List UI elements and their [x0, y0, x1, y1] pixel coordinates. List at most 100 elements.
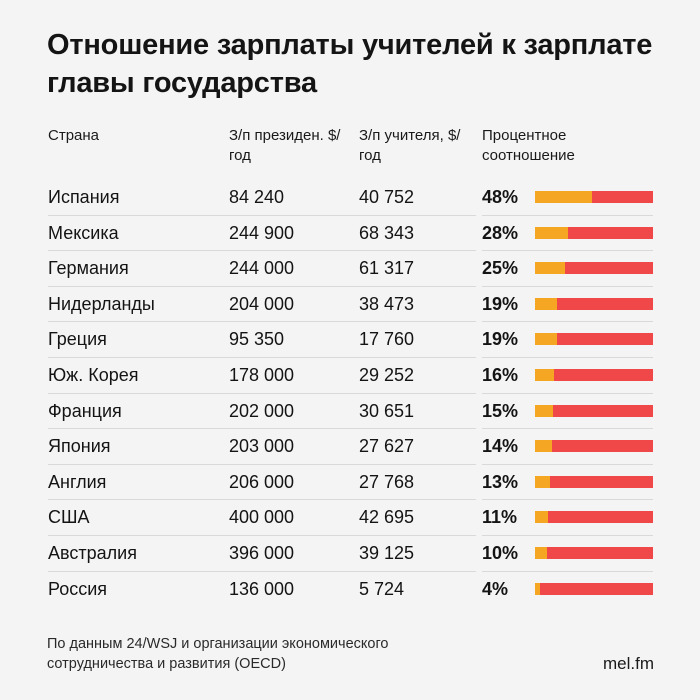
country-cell: Россия — [48, 578, 108, 599]
teacher-salary-cell: 38 473 — [359, 293, 415, 314]
table-row: Германия 244 000 61 317 25% — [0, 251, 700, 287]
country-cell: Нидерланды — [48, 293, 155, 314]
ratio-percent-cell: 11% — [482, 507, 518, 528]
row-separator — [48, 392, 476, 394]
country-cell: Греция — [48, 329, 107, 350]
table-row: Юж. Корея 178 000 29 252 16% — [0, 358, 700, 394]
ratio-bar — [535, 440, 653, 453]
teacher-salary-cell: 42 695 — [359, 507, 415, 528]
ratio-percent-cell: 10% — [482, 543, 519, 563]
ratio-bar — [535, 475, 653, 488]
president-salary-cell: 204 000 — [229, 293, 295, 314]
ratio-bar-fill — [535, 475, 551, 488]
ratio-percent-cell: 25% — [482, 258, 519, 279]
ratio-bar-fill — [535, 404, 553, 417]
row-separator — [48, 357, 476, 358]
ratio-percent-cell: 16% — [482, 365, 519, 385]
ratio-bar-fill — [535, 440, 552, 453]
president-salary-cell: 178 000 — [229, 365, 295, 385]
row-separator — [48, 570, 476, 572]
ratio-bar-fill — [535, 511, 548, 524]
president-salary-cell: 203 000 — [229, 436, 295, 457]
row-separator — [482, 285, 653, 287]
ratio-bar — [535, 582, 653, 595]
ratio-percent-cell: 48% — [482, 187, 519, 207]
ratio-bar-fill — [535, 547, 547, 559]
country-cell: Австралия — [48, 543, 137, 563]
table-row: Нидерланды 204 000 38 473 19% — [0, 287, 700, 323]
row-separator — [482, 321, 653, 323]
ratio-percent-cell: 4% — [482, 578, 509, 599]
ratio-bar — [535, 547, 653, 559]
row-separator — [482, 357, 653, 358]
country-cell: Франция — [48, 400, 122, 421]
chart-title: Отношение зарплаты учителей к зарплате г… — [47, 29, 653, 99]
ratio-bar — [535, 404, 653, 417]
row-separator — [482, 499, 653, 501]
ratio-bar — [535, 333, 653, 346]
row-separator — [48, 250, 476, 252]
row-separator — [482, 428, 653, 430]
row-separator — [482, 392, 653, 394]
row-separator — [48, 214, 476, 216]
row-separator — [48, 499, 476, 501]
president-salary-cell: 244 000 — [229, 258, 295, 279]
president-salary-cell: 95 350 — [229, 329, 285, 350]
ratio-bar — [535, 297, 653, 310]
teacher-salary-cell: 29 252 — [359, 365, 415, 385]
table-row: Россия 136 000 5 724 4% — [0, 572, 700, 608]
row-separator — [48, 535, 476, 536]
teacher-salary-cell: 17 760 — [359, 329, 415, 350]
row-separator — [48, 321, 476, 323]
ratio-bar-fill — [535, 191, 592, 203]
brand-logo: mel.fm — [603, 654, 654, 673]
teacher-salary-cell: 61 317 — [359, 258, 415, 279]
table-row: Испания 84 240 40 752 48% — [0, 180, 700, 216]
president-salary-cell: 84 240 — [229, 187, 285, 207]
row-separator — [48, 428, 476, 430]
ratio-percent-cell: 28% — [482, 222, 519, 243]
ratio-percent-cell: 19% — [482, 293, 519, 314]
header-country: Страна — [48, 127, 100, 144]
country-cell: Юж. Корея — [48, 365, 139, 385]
table-row: Англия 206 000 27 768 13% — [0, 465, 700, 501]
president-salary-cell: 136 000 — [229, 578, 295, 599]
ratio-bar-fill — [535, 262, 565, 275]
header-ratio: Процентное соотношение — [482, 127, 575, 164]
teacher-salary-cell: 40 752 — [359, 187, 415, 207]
table-row: Франция 202 000 30 651 15% — [0, 394, 700, 430]
header-teacher-salary: З/п учителя, $/год — [359, 127, 461, 164]
ratio-bar — [535, 369, 653, 381]
ratio-bar — [535, 262, 653, 275]
ratio-bar — [535, 226, 653, 239]
country-cell: Мексика — [48, 222, 119, 243]
ratio-percent-cell: 13% — [482, 471, 519, 492]
table-row: Греция 95 350 17 760 19% — [0, 322, 700, 358]
row-separator — [48, 463, 476, 465]
row-separator — [48, 285, 476, 287]
table-row: Австралия 396 000 39 125 10% — [0, 536, 700, 572]
president-salary-cell: 244 900 — [229, 222, 295, 243]
country-cell: США — [48, 507, 90, 528]
teacher-salary-cell: 39 125 — [359, 543, 415, 563]
row-separator — [482, 535, 653, 536]
president-salary-cell: 206 000 — [229, 471, 295, 492]
teacher-salary-cell: 68 343 — [359, 222, 415, 243]
row-separator — [482, 250, 653, 252]
president-salary-cell: 202 000 — [229, 400, 295, 421]
row-separator — [482, 570, 653, 572]
president-salary-cell: 400 000 — [229, 507, 295, 528]
ratio-percent-cell: 14% — [482, 436, 519, 457]
table-row: Мексика 244 900 68 343 28% — [0, 216, 700, 252]
table-row: США 400 000 42 695 11% — [0, 500, 700, 536]
teacher-salary-cell: 27 768 — [359, 471, 415, 492]
teacher-salary-cell: 5 724 — [359, 578, 405, 599]
ratio-bar — [535, 511, 653, 524]
ratio-bar-fill — [535, 226, 569, 239]
ratio-bar-fill — [535, 333, 558, 346]
ratio-percent-cell: 19% — [482, 329, 519, 350]
teacher-salary-cell: 30 651 — [359, 400, 415, 421]
country-cell: Япония — [48, 436, 111, 457]
ratio-bar-fill — [535, 582, 540, 595]
row-separator — [482, 214, 653, 216]
